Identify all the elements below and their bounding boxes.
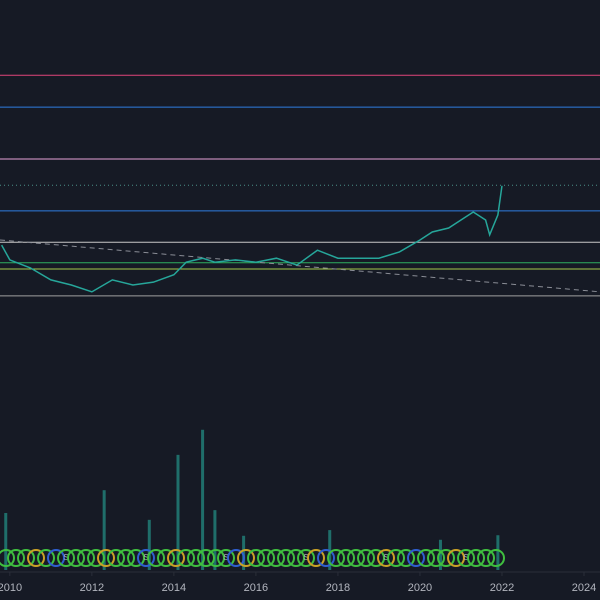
- x-tick-label: 2022: [490, 582, 514, 594]
- signal-circle: [487, 549, 505, 567]
- trend-line: [0, 239, 600, 293]
- signal-circle: [357, 549, 375, 567]
- signal-circle: [147, 549, 165, 567]
- signal-circle: [67, 549, 85, 567]
- signal-circle: [87, 549, 105, 567]
- volume-bar: [213, 510, 217, 570]
- signal-circle: [257, 549, 275, 567]
- x-tick-label: 2018: [326, 582, 350, 594]
- signal-circle: [197, 549, 215, 567]
- signal-circle: [227, 549, 245, 567]
- signal-circle: [17, 549, 35, 567]
- signal-circle: [277, 549, 295, 567]
- x-tick-label: 2014: [162, 582, 186, 594]
- x-tick-label: 2016: [244, 582, 268, 594]
- signal-label: S: [143, 553, 148, 562]
- signal-circle: [387, 549, 405, 567]
- signal-circle: [27, 549, 45, 567]
- signal-circle: [237, 549, 255, 567]
- signal-circle: [317, 549, 335, 567]
- signal-label: S: [383, 553, 388, 562]
- signal-circle: [177, 549, 195, 567]
- signal-circle: [267, 549, 285, 567]
- signal-circle: [477, 549, 495, 567]
- volume-bar: [102, 490, 106, 570]
- signal-circle: [7, 549, 25, 567]
- signal-circle: [97, 549, 115, 567]
- signal-circle: [407, 549, 425, 567]
- signal-label: S: [303, 553, 308, 562]
- signal-circle: [397, 549, 415, 567]
- signal-label: S: [63, 553, 68, 562]
- signal-circle: [207, 549, 225, 567]
- signal-circle: [347, 549, 365, 567]
- volume-bar: [242, 535, 246, 570]
- signal-circle: [447, 549, 465, 567]
- signal-circle: [367, 549, 385, 567]
- signal-circle: [37, 549, 55, 567]
- x-tick-label: 2012: [80, 582, 104, 594]
- signal-circle: [167, 549, 185, 567]
- x-tick-label: 2010: [0, 582, 22, 594]
- signal-circle: [217, 549, 235, 567]
- signal-circle: [57, 549, 75, 567]
- signal-label: S: [223, 553, 228, 562]
- signal-circle: [47, 549, 65, 567]
- signal-circle: [247, 549, 265, 567]
- signal-circle: [187, 549, 205, 567]
- signal-circle: [467, 549, 485, 567]
- volume-bar: [496, 535, 500, 570]
- signal-circle: [287, 549, 305, 567]
- signal-label: S: [463, 553, 468, 562]
- x-tick-label: 2020: [408, 582, 432, 594]
- volume-bar: [176, 454, 180, 570]
- signal-circle: [107, 549, 125, 567]
- volume-bar: [201, 429, 205, 570]
- signal-circle: [377, 549, 395, 567]
- price-line: [0, 185, 503, 293]
- signal-circle: [457, 549, 475, 567]
- volume-bar: [438, 539, 442, 570]
- signal-circle: [327, 549, 345, 567]
- signal-circle: [77, 549, 95, 567]
- signal-circle: [437, 549, 455, 567]
- signal-circle: [307, 549, 325, 567]
- signal-circle: [337, 549, 355, 567]
- x-tick-label: 2024: [572, 582, 596, 594]
- signal-circle: [0, 549, 15, 567]
- signal-circle: [427, 549, 445, 567]
- signal-circle: [117, 549, 135, 567]
- volume-bar: [4, 513, 8, 570]
- signal-circle: [137, 549, 155, 567]
- signal-circle: [297, 549, 315, 567]
- volume-bar: [147, 519, 151, 570]
- signal-circle: [417, 549, 435, 567]
- signal-circle: [127, 549, 145, 567]
- signal-circle: [157, 549, 175, 567]
